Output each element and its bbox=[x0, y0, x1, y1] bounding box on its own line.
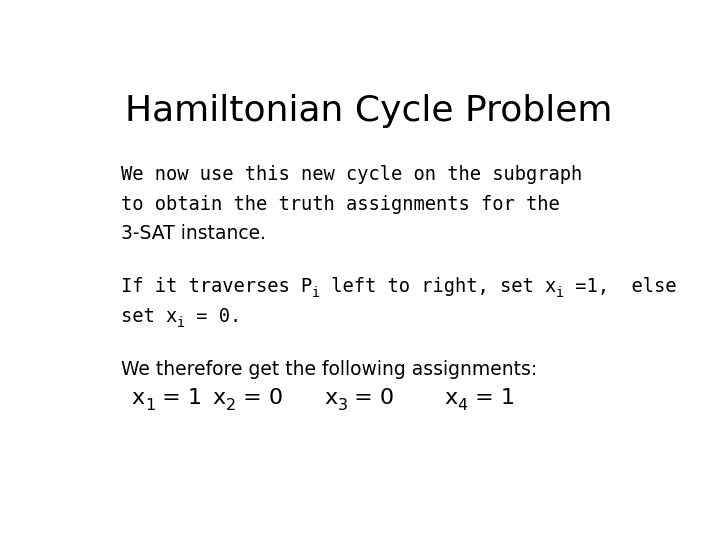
Text: If it traverses P: If it traverses P bbox=[121, 277, 312, 296]
Text: 3: 3 bbox=[338, 397, 348, 413]
Text: = 0.: = 0. bbox=[185, 307, 241, 326]
Text: Hamiltonian Cycle Problem: Hamiltonian Cycle Problem bbox=[125, 94, 613, 128]
Text: x: x bbox=[444, 388, 457, 408]
Text: = 1: = 1 bbox=[467, 388, 515, 408]
Text: x: x bbox=[324, 388, 338, 408]
Text: 4: 4 bbox=[457, 397, 467, 413]
Text: left to right, set x: left to right, set x bbox=[320, 277, 557, 296]
Text: 1: 1 bbox=[145, 397, 156, 413]
Text: i: i bbox=[177, 316, 185, 330]
Text: = 0: = 0 bbox=[236, 388, 283, 408]
Text: = 1: = 1 bbox=[156, 388, 202, 408]
Text: 3-SAT instance.: 3-SAT instance. bbox=[121, 225, 266, 244]
Text: = 0: = 0 bbox=[348, 388, 395, 408]
Text: i: i bbox=[557, 286, 564, 300]
Text: We therefore get the following assignments:: We therefore get the following assignmen… bbox=[121, 360, 537, 379]
Text: =1,  else: =1, else bbox=[564, 277, 677, 296]
Text: x: x bbox=[132, 388, 145, 408]
Text: 2: 2 bbox=[226, 397, 236, 413]
Text: i: i bbox=[312, 286, 320, 300]
Text: x: x bbox=[213, 388, 226, 408]
Text: set x: set x bbox=[121, 307, 177, 326]
Text: We now use this new cycle on the subgraph: We now use this new cycle on the subgrap… bbox=[121, 165, 582, 184]
Text: to obtain the truth assignments for the: to obtain the truth assignments for the bbox=[121, 194, 559, 213]
